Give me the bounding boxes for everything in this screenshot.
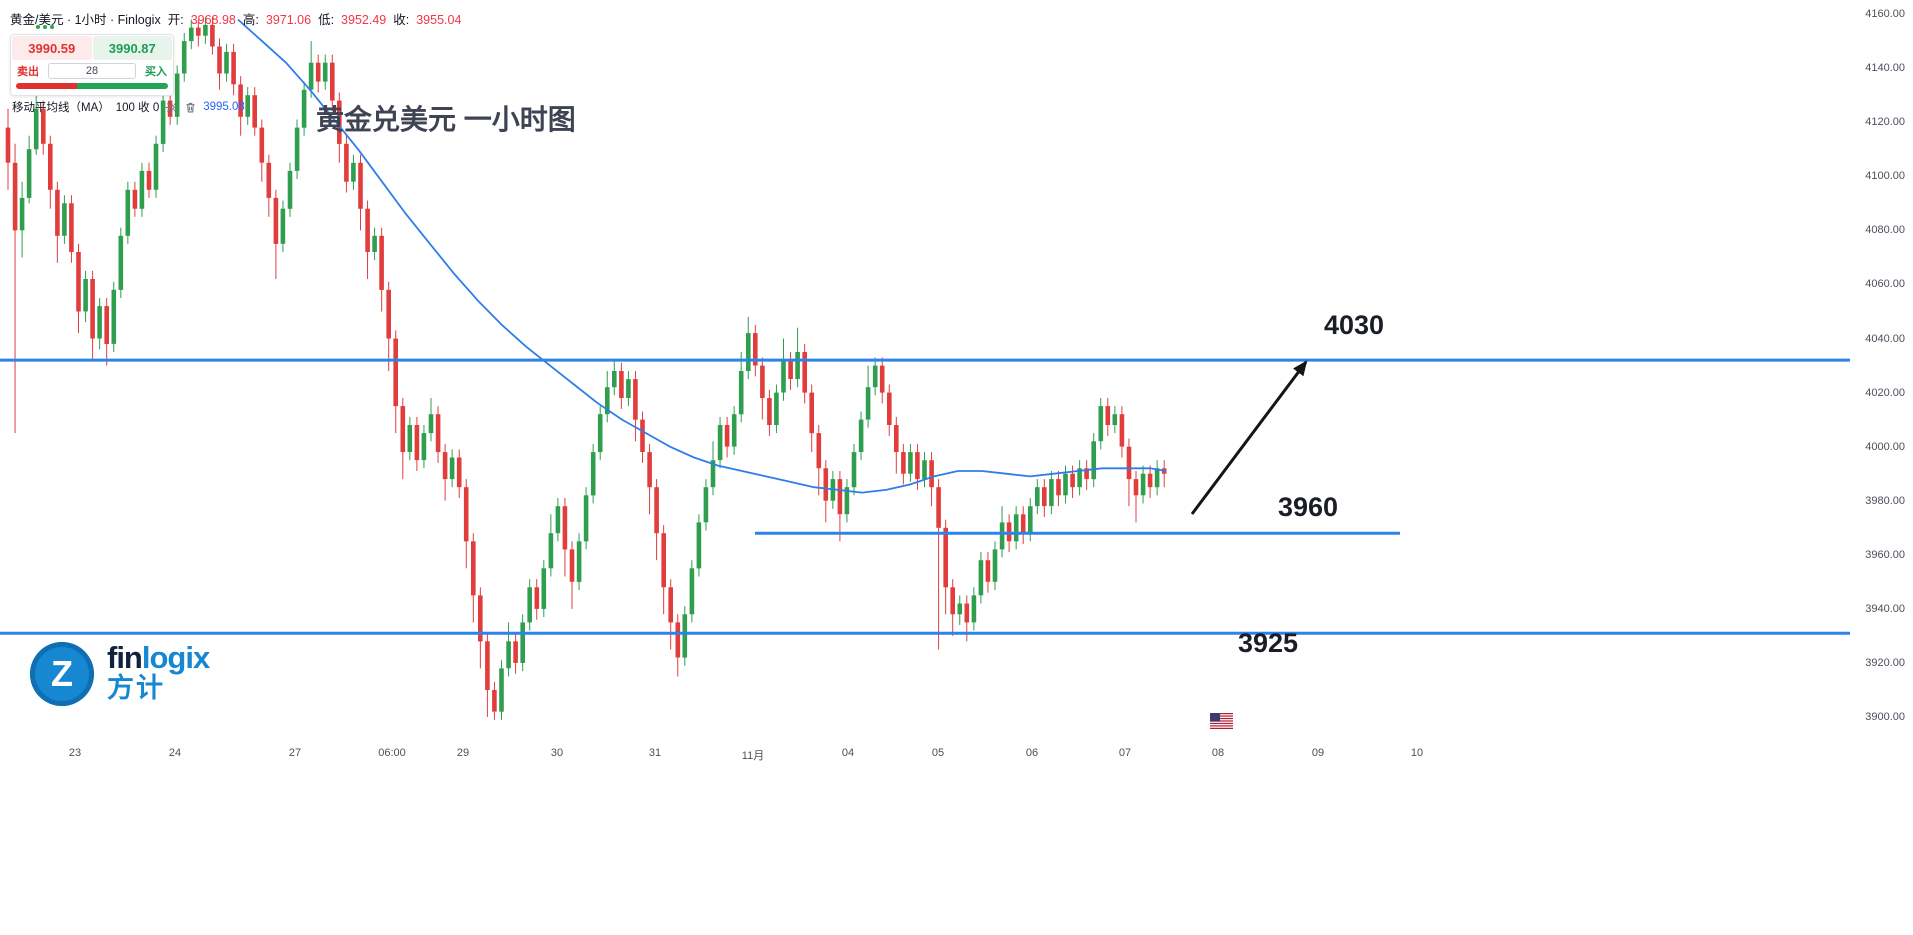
trend-arrow[interactable]	[1190, 360, 1308, 515]
indicator-legend: 移动平均线（MA） 100 收 0 3995.08	[12, 99, 245, 115]
price-tick-label: 4100.00	[1865, 170, 1905, 182]
price-tick-label: 4120.00	[1865, 116, 1905, 128]
time-tick-label: 29	[456, 747, 470, 759]
us-flag-icon	[1210, 713, 1233, 729]
settings-gear-icon[interactable]	[165, 101, 178, 114]
close-value: 3955.04	[416, 13, 462, 27]
chart-title-annotation[interactable]: 黄金兑美元 一小时图	[316, 104, 576, 135]
time-tick-label: 04	[841, 747, 855, 759]
time-tick-label: 08	[1211, 747, 1225, 759]
low-value: 3952.49	[341, 13, 387, 27]
indicator-value: 3995.08	[203, 101, 245, 113]
candlesticks	[5, 16, 1167, 720]
finlogix-logo: Z finlogix 方计	[30, 640, 210, 706]
horizontal-level-lines[interactable]	[0, 358, 1850, 635]
time-tick-label: 05	[931, 747, 945, 759]
indicator-params: 100 收 0	[115, 102, 160, 114]
finlogix-wordmark: finlogix	[107, 640, 210, 675]
time-axis[interactable]: 23 24 27 06:00 29 30 31 11月 04 05 06 07 08 09 10	[0, 744, 1860, 764]
price-axis[interactable]: 4160.00 4140.00 4120.00 4100.00 4080.00 4060.…	[1841, 0, 1913, 935]
time-tick-label: 06	[1025, 747, 1039, 759]
time-tick-label: 24	[168, 747, 182, 759]
buy-ratio-bar	[76, 83, 168, 89]
price-tick-label: 4160.00	[1865, 8, 1905, 20]
finlogix-logo-mark: Z	[30, 642, 94, 706]
price-tick-label: 4140.00	[1865, 62, 1905, 74]
sell-label[interactable]: 卖出	[17, 66, 39, 78]
price-tick-label: 3960.00	[1865, 549, 1905, 561]
price-tick-label: 4040.00	[1865, 333, 1905, 345]
depth-ratio-bar	[16, 83, 168, 89]
indicator-name[interactable]: 移动平均线（MA）	[12, 102, 110, 114]
chart-header: 黄金/美元 · 1小时 · Finlogix 开: 3968.98 高: 397…	[10, 9, 461, 28]
symbol-title[interactable]: 黄金/美元 · 1小时 · Finlogix	[10, 13, 161, 27]
open-label: 开:	[167, 13, 184, 27]
time-tick-label: 27	[288, 747, 302, 759]
finlogix-chinese-name: 方计	[107, 673, 165, 703]
time-tick-label: 09	[1311, 747, 1325, 759]
price-tick-label: 4000.00	[1865, 441, 1905, 453]
time-tick-label: 30	[550, 747, 564, 759]
price-tick-label: 3940.00	[1865, 603, 1905, 615]
price-tick-label: 4080.00	[1865, 224, 1905, 236]
close-label: 收:	[393, 13, 410, 27]
sell-ratio-bar	[16, 83, 77, 89]
price-tick-label: 3980.00	[1865, 495, 1905, 507]
level-label-3960[interactable]: 3960	[1278, 492, 1339, 522]
high-value: 3971.06	[265, 13, 312, 27]
time-tick-label: 31	[648, 747, 662, 759]
buy-label[interactable]: 买入	[145, 66, 167, 78]
time-tick-label: 07	[1118, 747, 1132, 759]
delete-trash-icon[interactable]	[184, 101, 197, 114]
spread-value: 28	[48, 63, 136, 79]
price-tick-label: 4060.00	[1865, 278, 1905, 290]
price-tick-label: 3920.00	[1865, 657, 1905, 669]
time-tick-label: 06:00	[378, 747, 406, 759]
time-tick-label: 10	[1410, 747, 1424, 759]
order-panel: 3990.59 3990.87 卖出 28 买入	[10, 34, 174, 96]
high-label: 高:	[242, 13, 259, 27]
level-label-3925[interactable]: 3925	[1238, 628, 1299, 658]
buy-price-button[interactable]: 3990.87	[92, 36, 172, 60]
moving-average-line	[237, 18, 1167, 494]
price-tick-label: 4020.00	[1865, 387, 1905, 399]
open-value: 3968.98	[190, 13, 236, 27]
market-status-dots	[36, 25, 54, 29]
price-tick-label: 3900.00	[1865, 711, 1905, 723]
sell-price-button[interactable]: 3990.59	[12, 36, 92, 60]
time-tick-label: 11月	[741, 750, 765, 762]
time-tick-label: 23	[68, 747, 82, 759]
low-label: 低:	[318, 13, 335, 27]
level-label-4030[interactable]: 4030	[1324, 310, 1385, 340]
